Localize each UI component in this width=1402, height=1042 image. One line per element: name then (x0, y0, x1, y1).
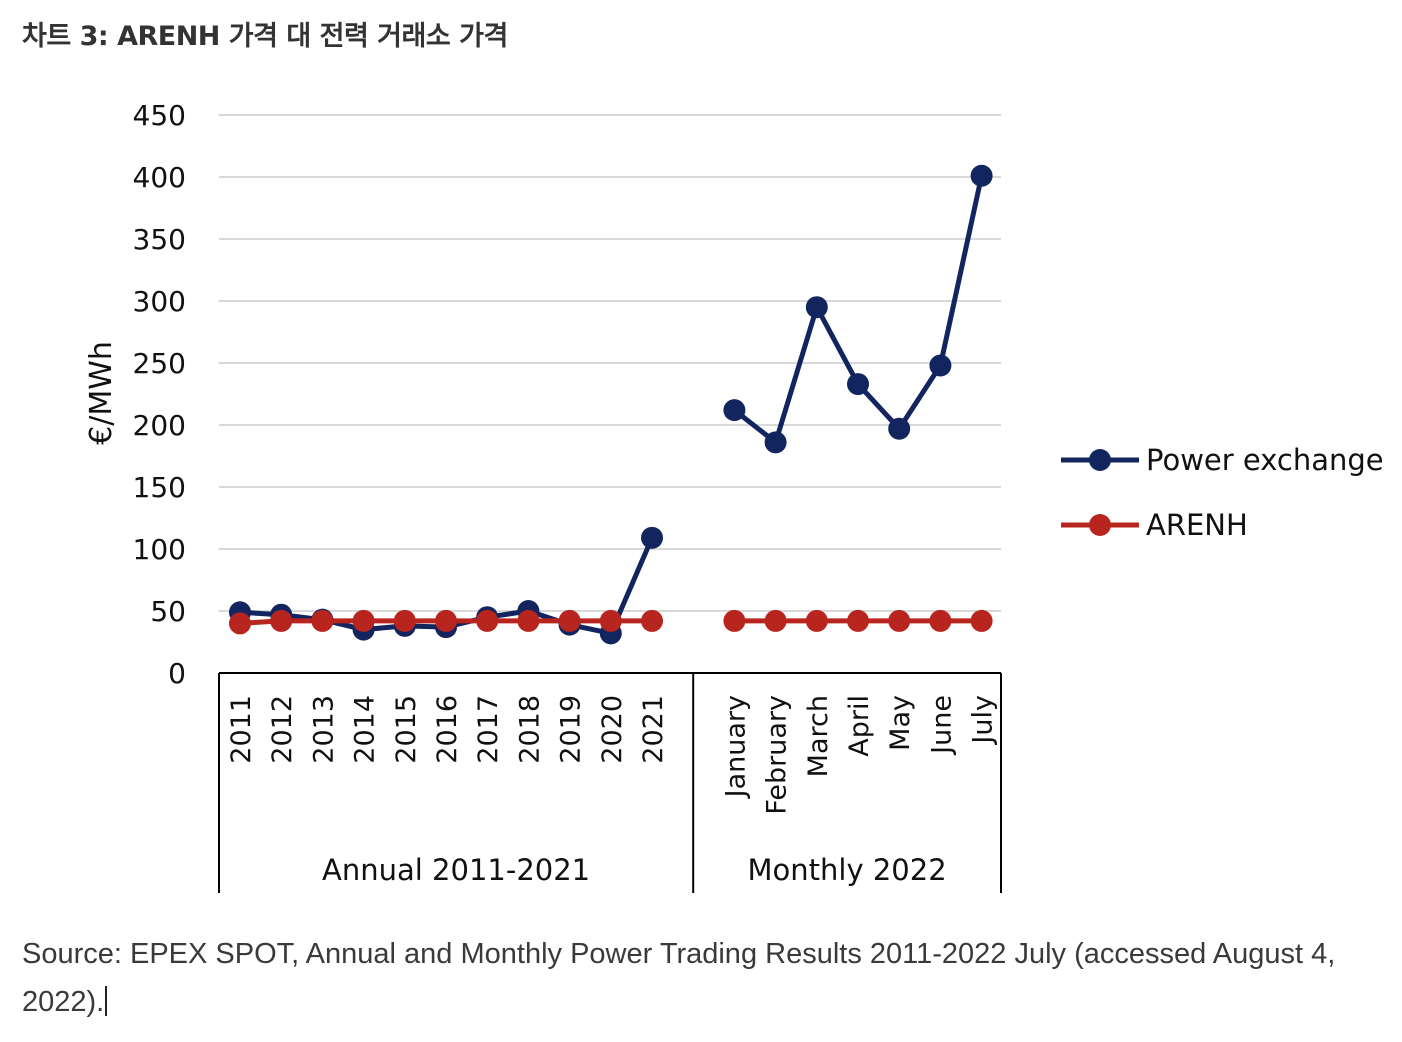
arenh-point (435, 609, 457, 632)
arenh-point (476, 609, 499, 632)
legend-arenh-marker (1089, 514, 1111, 536)
x-tick-label: 2014 (350, 695, 381, 764)
chart-title: 차트 3: ARENH 가격 대 전력 거래소 가격 (22, 21, 508, 52)
arenh-point (270, 609, 293, 632)
arenh-point (805, 609, 828, 632)
x-tick-label: 2016 (432, 695, 463, 764)
series-points (229, 164, 993, 645)
arenh-point (311, 609, 334, 632)
y-tick-label: 0 (168, 657, 186, 690)
power-exchange-point (723, 399, 746, 422)
y-tick-label: 300 (133, 285, 186, 318)
x-tick-label: 2018 (514, 695, 545, 764)
power-exchange-line (732, 175, 985, 445)
x-tick-label: 2012 (267, 695, 298, 764)
legend: Power exchange ARENH (1061, 443, 1384, 542)
legend-power-exchange-label: Power exchange (1146, 443, 1384, 477)
x-tick-label: June (926, 695, 957, 756)
x-tick-label: July (968, 695, 999, 746)
y-axis-label: €/MWh (84, 341, 119, 445)
x-axis-groups: Annual 2011-2021 Monthly 2022 (322, 853, 947, 887)
y-tick-label: 200 (133, 409, 186, 442)
legend-arenh-label: ARENH (1146, 508, 1248, 542)
y-tick-label: 50 (150, 595, 186, 628)
source-note: Source: EPEX SPOT, Annual and Monthly Po… (22, 930, 1362, 1026)
arenh-point (393, 609, 416, 632)
x-tick-label: 2019 (556, 695, 587, 764)
y-tick-label: 100 (133, 533, 186, 566)
power-exchange-point (888, 417, 911, 440)
gridlines (219, 114, 1001, 612)
x-tick-label: April (844, 695, 875, 757)
legend-power-exchange-marker (1089, 449, 1111, 471)
y-tick-label: 350 (133, 223, 186, 256)
arenh-point (352, 609, 375, 632)
y-tick-label: 250 (133, 347, 186, 380)
y-tick-label: 150 (133, 471, 186, 504)
x-group-label: Monthly 2022 (748, 853, 947, 887)
y-axis-ticks: 0 50 100 150 200 250 300 350 400 450 (133, 99, 186, 690)
y-tick-label: 400 (133, 161, 186, 194)
x-group-label: Annual 2011-2021 (322, 853, 590, 887)
source-text: Source: EPEX SPOT, Annual and Monthly Po… (22, 938, 1336, 1018)
series-lines (239, 175, 985, 636)
y-tick-label: 450 (133, 99, 186, 132)
arenh-point (723, 609, 746, 632)
x-tick-label: 2017 (473, 695, 504, 764)
arenh-point (764, 609, 787, 632)
x-tick-label: May (885, 695, 916, 751)
x-tick-label: 2013 (308, 695, 339, 764)
x-tick-label: 2011 (226, 695, 257, 764)
arenh-point (929, 609, 952, 632)
x-tick-label: 2020 (597, 695, 628, 764)
power-exchange-point (847, 373, 869, 396)
x-tick-label: January (720, 695, 751, 799)
power-exchange-point (929, 354, 952, 377)
power-exchange-point (641, 526, 663, 549)
arenh-point (599, 609, 622, 632)
power-exchange-point (764, 431, 787, 454)
x-tick-label: February (762, 695, 793, 815)
arenh-point (970, 609, 993, 632)
arenh-point (558, 609, 581, 632)
axes (218, 672, 1002, 893)
power-exchange-point (805, 296, 828, 319)
power-exchange-point (970, 164, 993, 187)
arenh-point (641, 609, 663, 632)
arenh-point (847, 609, 869, 632)
x-axis-ticks: 2011 2012 2013 2014 2015 2016 2017 2018 2019 2020… (226, 695, 999, 815)
text-cursor (105, 986, 108, 1016)
x-tick-label: March (803, 695, 834, 777)
arenh-point (517, 609, 540, 632)
x-tick-label: 2015 (391, 695, 422, 764)
x-tick-label: 2021 (638, 695, 669, 764)
arenh-point (229, 612, 251, 635)
arenh-point (888, 609, 911, 632)
